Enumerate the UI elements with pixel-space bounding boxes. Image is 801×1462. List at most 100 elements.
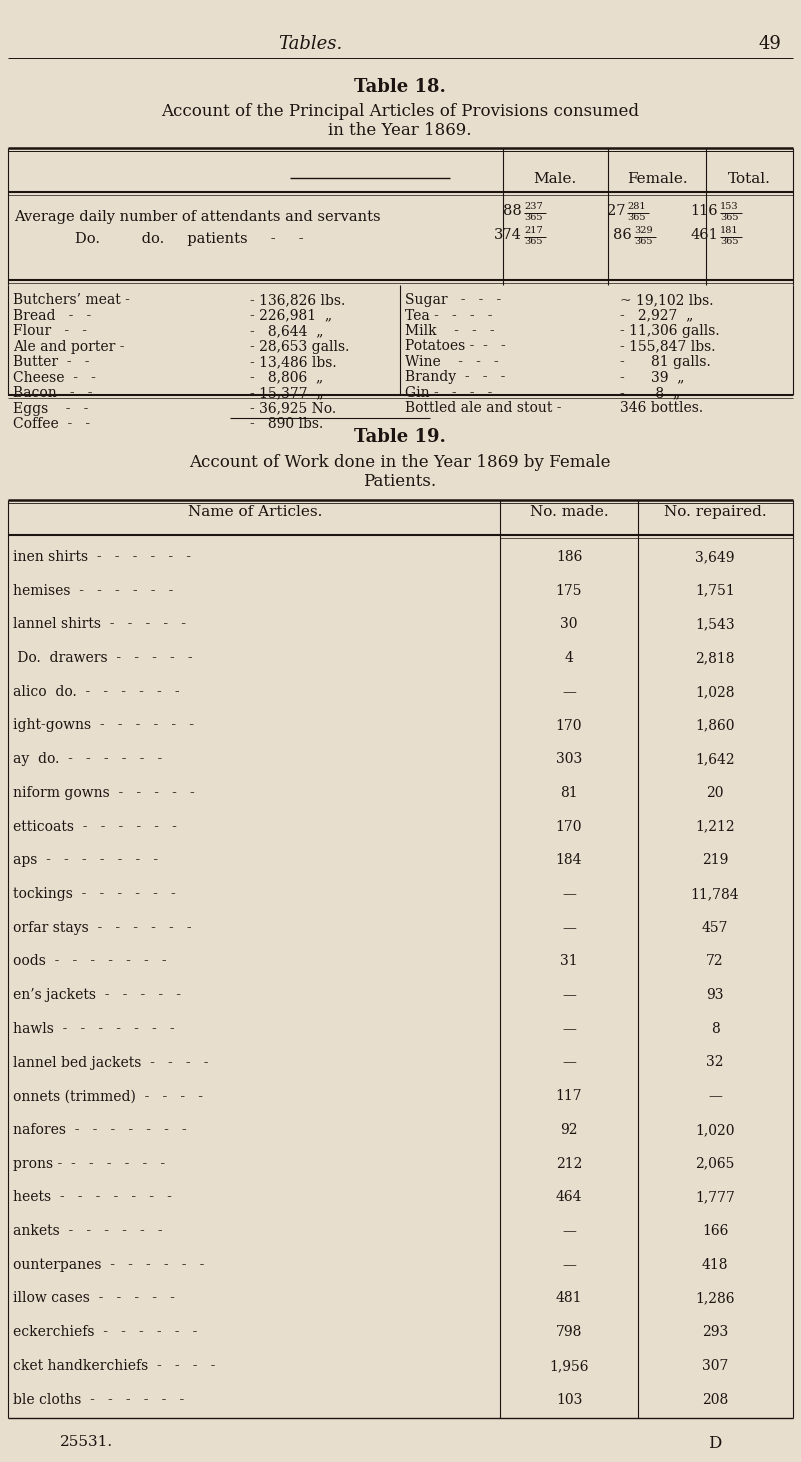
- Text: - 13,486 lbs.: - 13,486 lbs.: [250, 355, 336, 368]
- Text: Milk    -   -   -: Milk - - -: [405, 325, 495, 338]
- Text: 30: 30: [560, 617, 578, 632]
- Text: Tea -   -   -   -: Tea - - - -: [405, 308, 493, 323]
- Text: 1,543: 1,543: [695, 617, 735, 632]
- Text: Gin -   -   -   -: Gin - - - -: [405, 386, 493, 401]
- Text: 153: 153: [720, 202, 739, 211]
- Text: Male.: Male.: [533, 173, 577, 186]
- Text: Total.: Total.: [727, 173, 771, 186]
- Text: lannel bed jackets  -   -   -   -: lannel bed jackets - - - -: [13, 1056, 208, 1070]
- Text: ankets  -   -   -   -   -   -: ankets - - - - - -: [13, 1224, 163, 1238]
- Text: 365: 365: [720, 237, 739, 246]
- Text: 103: 103: [556, 1392, 582, 1406]
- Text: 365: 365: [524, 237, 542, 246]
- Text: 3,649: 3,649: [695, 550, 735, 564]
- Text: 365: 365: [720, 213, 739, 222]
- Text: ounterpanes  -   -   -   -   -   -: ounterpanes - - - - - -: [13, 1257, 204, 1272]
- Text: Butter  -   -: Butter - -: [13, 355, 90, 368]
- Text: 418: 418: [702, 1257, 728, 1272]
- Text: orfar stays  -   -   -   -   -   -: orfar stays - - - - - -: [13, 921, 191, 934]
- Text: - 155,847 lbs.: - 155,847 lbs.: [620, 339, 715, 354]
- Text: Tables.: Tables.: [278, 35, 342, 53]
- Text: 208: 208: [702, 1392, 728, 1406]
- Text: Bottled ale and stout -: Bottled ale and stout -: [405, 402, 562, 415]
- Text: 170: 170: [556, 718, 582, 732]
- Text: 1,028: 1,028: [695, 684, 735, 699]
- Text: 27: 27: [606, 205, 625, 218]
- Text: - 15,377  „: - 15,377 „: [250, 386, 324, 401]
- Text: —: —: [562, 1257, 576, 1272]
- Text: 170: 170: [556, 820, 582, 833]
- Text: Name of Articles.: Name of Articles.: [187, 504, 322, 519]
- Text: - 28,653 galls.: - 28,653 galls.: [250, 339, 349, 354]
- Text: —: —: [562, 887, 576, 901]
- Text: 31: 31: [560, 955, 578, 968]
- Text: 293: 293: [702, 1325, 728, 1339]
- Text: 181: 181: [720, 227, 739, 235]
- Text: 365: 365: [634, 237, 653, 246]
- Text: -      81 galls.: - 81 galls.: [620, 355, 710, 368]
- Text: Ale and porter -: Ale and porter -: [13, 339, 124, 354]
- Text: 219: 219: [702, 854, 728, 867]
- Text: 186: 186: [556, 550, 582, 564]
- Text: hawls  -   -   -   -   -   -   -: hawls - - - - - - -: [13, 1022, 175, 1035]
- Text: 1,956: 1,956: [549, 1358, 589, 1373]
- Text: 307: 307: [702, 1358, 728, 1373]
- Text: ~ 19,102 lbs.: ~ 19,102 lbs.: [620, 292, 714, 307]
- Text: Table 18.: Table 18.: [354, 77, 446, 96]
- Text: aps  -   -   -   -   -   -   -: aps - - - - - - -: [13, 854, 158, 867]
- Text: 8: 8: [710, 1022, 719, 1035]
- Text: en’s jackets  -   -   -   -   -: en’s jackets - - - - -: [13, 988, 181, 1001]
- Text: oods  -   -   -   -   -   -   -: oods - - - - - - -: [13, 955, 167, 968]
- Text: 116: 116: [690, 205, 718, 218]
- Text: -   8,644  „: - 8,644 „: [250, 325, 324, 338]
- Text: prons -  -   -   -   -   -   -: prons - - - - - - -: [13, 1156, 165, 1171]
- Text: lannel shirts  -   -   -   -   -: lannel shirts - - - - -: [13, 617, 186, 632]
- Text: Table 19.: Table 19.: [354, 428, 446, 446]
- Text: Sugar   -   -   -: Sugar - - -: [405, 292, 501, 307]
- Text: 25531.: 25531.: [60, 1436, 113, 1449]
- Text: in the Year 1869.: in the Year 1869.: [328, 121, 472, 139]
- Text: Average daily number of attendants and servants: Average daily number of attendants and s…: [14, 211, 380, 224]
- Text: 303: 303: [556, 753, 582, 766]
- Text: Cheese  -   -: Cheese - -: [13, 370, 96, 385]
- Text: -   8,806  „: - 8,806 „: [250, 370, 324, 385]
- Text: 93: 93: [706, 988, 724, 1001]
- Text: 798: 798: [556, 1325, 582, 1339]
- Text: Eggs    -   -: Eggs - -: [13, 402, 88, 415]
- Text: 175: 175: [556, 583, 582, 598]
- Text: Do.         do.     patients     -     -: Do. do. patients - -: [75, 232, 304, 246]
- Text: No. repaired.: No. repaired.: [664, 504, 767, 519]
- Text: eckerchiefs  -   -   -   -   -   -: eckerchiefs - - - - - -: [13, 1325, 197, 1339]
- Text: 281: 281: [627, 202, 646, 211]
- Text: alico  do.  -   -   -   -   -   -: alico do. - - - - - -: [13, 684, 179, 699]
- Text: 86: 86: [614, 228, 632, 243]
- Text: 1,777: 1,777: [695, 1190, 735, 1205]
- Text: 481: 481: [556, 1291, 582, 1306]
- Text: illow cases  -   -   -   -   -: illow cases - - - - -: [13, 1291, 175, 1306]
- Text: —: —: [708, 1089, 722, 1104]
- Text: Account of the Principal Articles of Provisions consumed: Account of the Principal Articles of Pro…: [161, 102, 639, 120]
- Text: —: —: [562, 1224, 576, 1238]
- Text: tockings  -   -   -   -   -   -: tockings - - - - - -: [13, 887, 175, 901]
- Text: heets  -   -   -   -   -   -   -: heets - - - - - - -: [13, 1190, 172, 1205]
- Text: 92: 92: [560, 1123, 578, 1137]
- Text: - 36,925 No.: - 36,925 No.: [250, 402, 336, 415]
- Text: Account of Work done in the Year 1869 by Female: Account of Work done in the Year 1869 by…: [189, 455, 610, 471]
- Text: Potatoes -  -   -: Potatoes - - -: [405, 339, 505, 354]
- Text: ​ Do.  drawers  -   -   -   -   -: ​ Do. drawers - - - - -: [13, 651, 192, 665]
- Text: —: —: [562, 988, 576, 1001]
- Text: 2,065: 2,065: [695, 1156, 735, 1171]
- Text: 1,860: 1,860: [695, 718, 735, 732]
- Text: Brandy  -   -   -: Brandy - - -: [405, 370, 505, 385]
- Text: No. made.: No. made.: [529, 504, 608, 519]
- Text: 11,784: 11,784: [690, 887, 739, 901]
- Text: -       8  „: - 8 „: [620, 386, 680, 401]
- Text: 1,751: 1,751: [695, 583, 735, 598]
- Text: hemises  -   -   -   -   -   -: hemises - - - - - -: [13, 583, 173, 598]
- Text: etticoats  -   -   -   -   -   -: etticoats - - - - - -: [13, 820, 177, 833]
- Text: 212: 212: [556, 1156, 582, 1171]
- Text: 1,286: 1,286: [695, 1291, 735, 1306]
- Text: 72: 72: [706, 955, 724, 968]
- Text: niform gowns  -   -   -   -   -: niform gowns - - - - -: [13, 787, 195, 800]
- Text: 1,642: 1,642: [695, 753, 735, 766]
